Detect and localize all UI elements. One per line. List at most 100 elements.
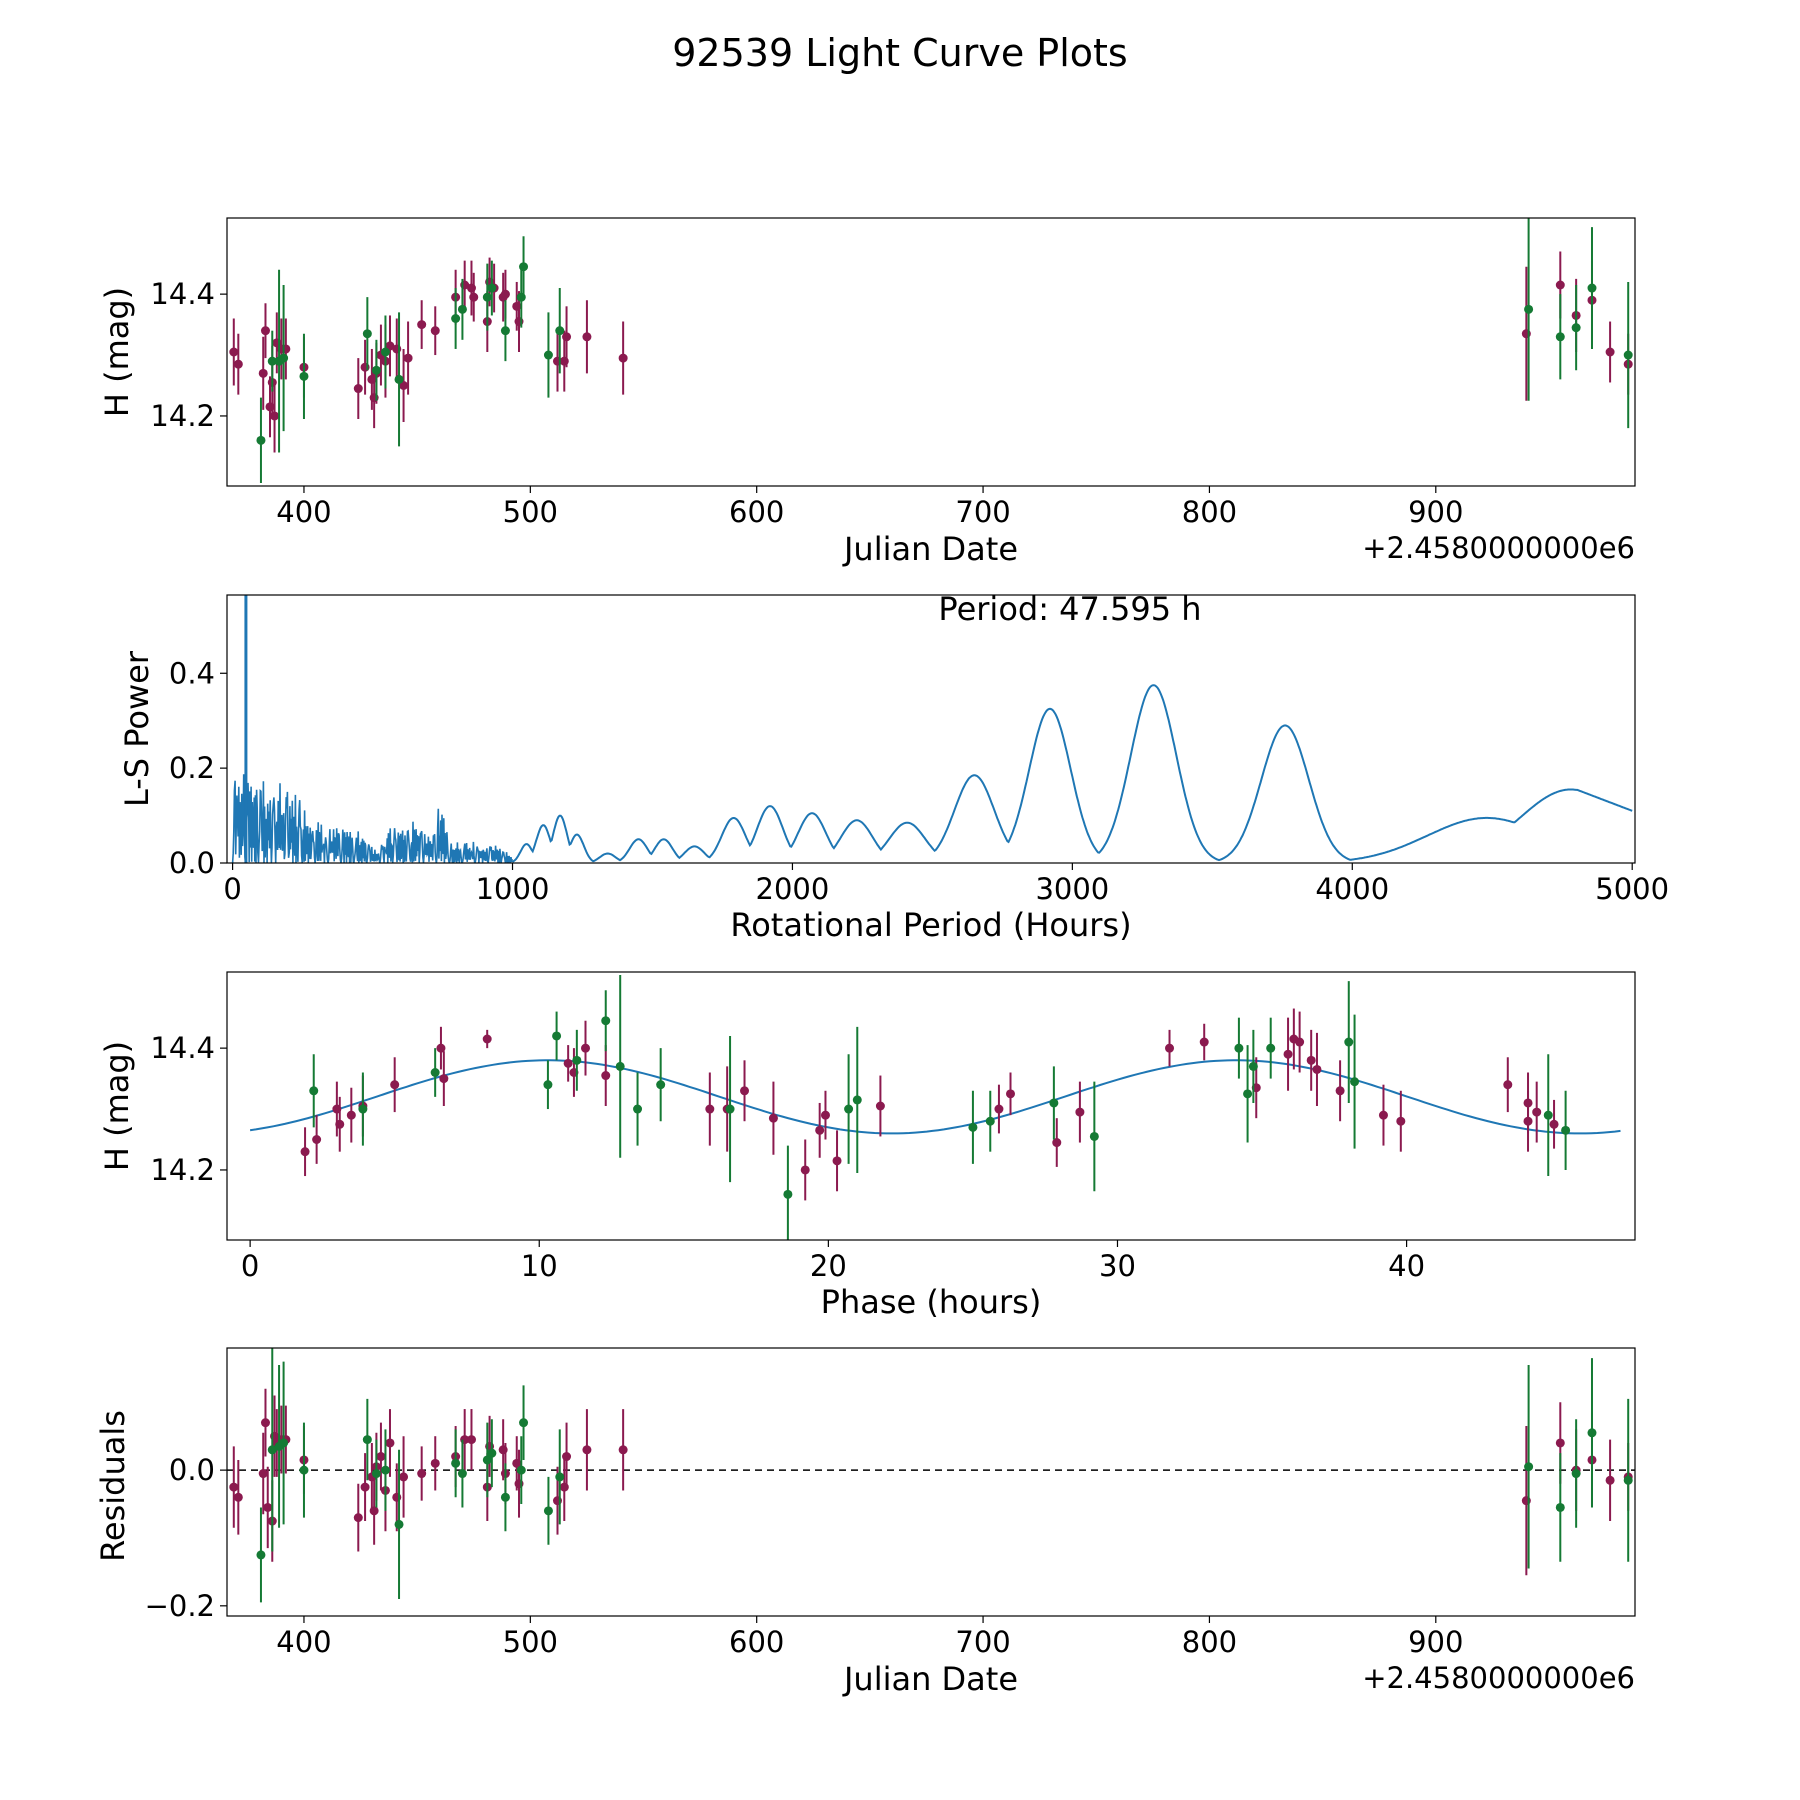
- xtick-label: 40: [1388, 1249, 1425, 1283]
- data-point: [1378, 1110, 1388, 1120]
- panel-residuals: 400 500 600 700 800 900 −0.2 0.0 Julian Date Re…: [94, 1347, 1636, 1698]
- data-point: [1248, 1061, 1258, 1071]
- data-point: [229, 347, 239, 357]
- data-point: [519, 262, 529, 272]
- data-point: [601, 1016, 611, 1026]
- data-point: [353, 384, 363, 394]
- data-point: [385, 1438, 395, 1448]
- data-point: [740, 1086, 750, 1096]
- data-point: [358, 1104, 368, 1114]
- data-point: [601, 1071, 611, 1081]
- data-point: [353, 1513, 363, 1523]
- data-point: [994, 1104, 1004, 1114]
- data-point: [543, 1506, 553, 1516]
- data-point: [270, 411, 280, 421]
- data-point: [562, 1452, 572, 1462]
- data-point: [1543, 1110, 1553, 1120]
- phased-frame: [226, 971, 1636, 1241]
- data-point: [451, 314, 461, 323]
- data-point: [1571, 323, 1581, 333]
- data-point: [1312, 1064, 1322, 1074]
- data-point: [581, 1043, 591, 1053]
- ytick-label: 14.4: [150, 277, 215, 311]
- data-point: [815, 1125, 825, 1135]
- data-point: [582, 1445, 592, 1455]
- data-point: [482, 1455, 492, 1465]
- residuals-xlabel: Julian Date: [842, 1660, 1018, 1698]
- xtick-label: 400: [276, 495, 331, 529]
- data-point: [309, 1086, 319, 1096]
- xtick-label: 700: [955, 1625, 1010, 1659]
- data-point: [705, 1104, 715, 1114]
- data-point: [430, 326, 440, 336]
- data-point: [1532, 1107, 1542, 1117]
- data-point: [1075, 1107, 1085, 1117]
- data-point: [380, 1465, 390, 1475]
- data-point: [1335, 1086, 1345, 1096]
- xtick-label: 4000: [1315, 872, 1389, 906]
- data-point: [417, 320, 427, 330]
- data-point: [482, 292, 492, 302]
- lightcurve-marks: [229, 218, 1633, 483]
- data-point: [1165, 1043, 1175, 1053]
- xtick-label: 3000: [1035, 872, 1109, 906]
- data-point: [1199, 1037, 1209, 1047]
- phased-ylabel: H (mag): [98, 1041, 136, 1171]
- data-point: [362, 329, 372, 339]
- data-point: [618, 1445, 628, 1455]
- ytick-label: −0.2: [145, 1589, 215, 1623]
- data-point: [844, 1104, 854, 1114]
- ytick-label: 0.0: [169, 846, 215, 880]
- data-point: [300, 1147, 310, 1157]
- data-point: [800, 1165, 810, 1175]
- xtick-label: 20: [810, 1249, 847, 1283]
- data-point: [394, 374, 404, 384]
- data-point: [233, 1492, 243, 1502]
- data-point: [516, 1465, 526, 1475]
- ytick-label: 14.2: [150, 399, 215, 433]
- xtick-label: 800: [1182, 1625, 1237, 1659]
- data-point: [832, 1156, 842, 1166]
- data-point: [1587, 1428, 1597, 1438]
- data-point: [1555, 1438, 1565, 1448]
- residuals-frame: [226, 1347, 1636, 1617]
- data-point: [519, 1418, 529, 1428]
- ytick-label: 14.4: [150, 1031, 215, 1065]
- data-point: [346, 1110, 356, 1120]
- panel-phased: 0 10 20 30 40 14.2 14.4 Phase (hours) H (mag): [98, 971, 1636, 1321]
- data-point: [1549, 1119, 1559, 1129]
- data-point: [376, 1452, 386, 1462]
- panel-lightcurve: 400 500 600 700 800 900 14.2 14.4 Julian Date H…: [98, 217, 1636, 568]
- data-point: [312, 1135, 322, 1144]
- data-point: [875, 1101, 885, 1111]
- data-point: [267, 1445, 277, 1455]
- data-point: [1555, 1502, 1565, 1512]
- data-point: [1571, 1469, 1581, 1479]
- lightcurve-ticks: 400 500 600 700 800 900 14.2 14.4: [150, 277, 1463, 529]
- data-point: [783, 1189, 793, 1199]
- data-point: [852, 1095, 862, 1105]
- data-point: [725, 1104, 735, 1114]
- data-point: [618, 353, 628, 363]
- data-point: [360, 1482, 370, 1492]
- data-point: [258, 1469, 268, 1479]
- data-point: [820, 1110, 830, 1120]
- data-point: [335, 1119, 345, 1129]
- xtick-label: 900: [1408, 495, 1463, 529]
- data-point: [552, 1031, 562, 1041]
- data-point: [390, 1080, 400, 1090]
- residuals-ticks: 400 500 600 700 800 900 −0.2 0.0: [145, 1453, 1464, 1659]
- data-point: [417, 1469, 427, 1479]
- data-point: [656, 1080, 666, 1090]
- data-point: [543, 350, 553, 360]
- data-point: [369, 1506, 379, 1516]
- data-point: [1243, 1089, 1253, 1099]
- data-point: [555, 326, 565, 336]
- lightcurve-offset-text: +2.4580000000e6: [1362, 531, 1635, 565]
- xtick-label: 10: [521, 1249, 558, 1283]
- data-point: [1523, 1098, 1533, 1108]
- data-point: [768, 1113, 778, 1123]
- data-point: [267, 356, 277, 366]
- data-point: [1623, 1475, 1633, 1485]
- periodogram-frame: [226, 594, 1636, 864]
